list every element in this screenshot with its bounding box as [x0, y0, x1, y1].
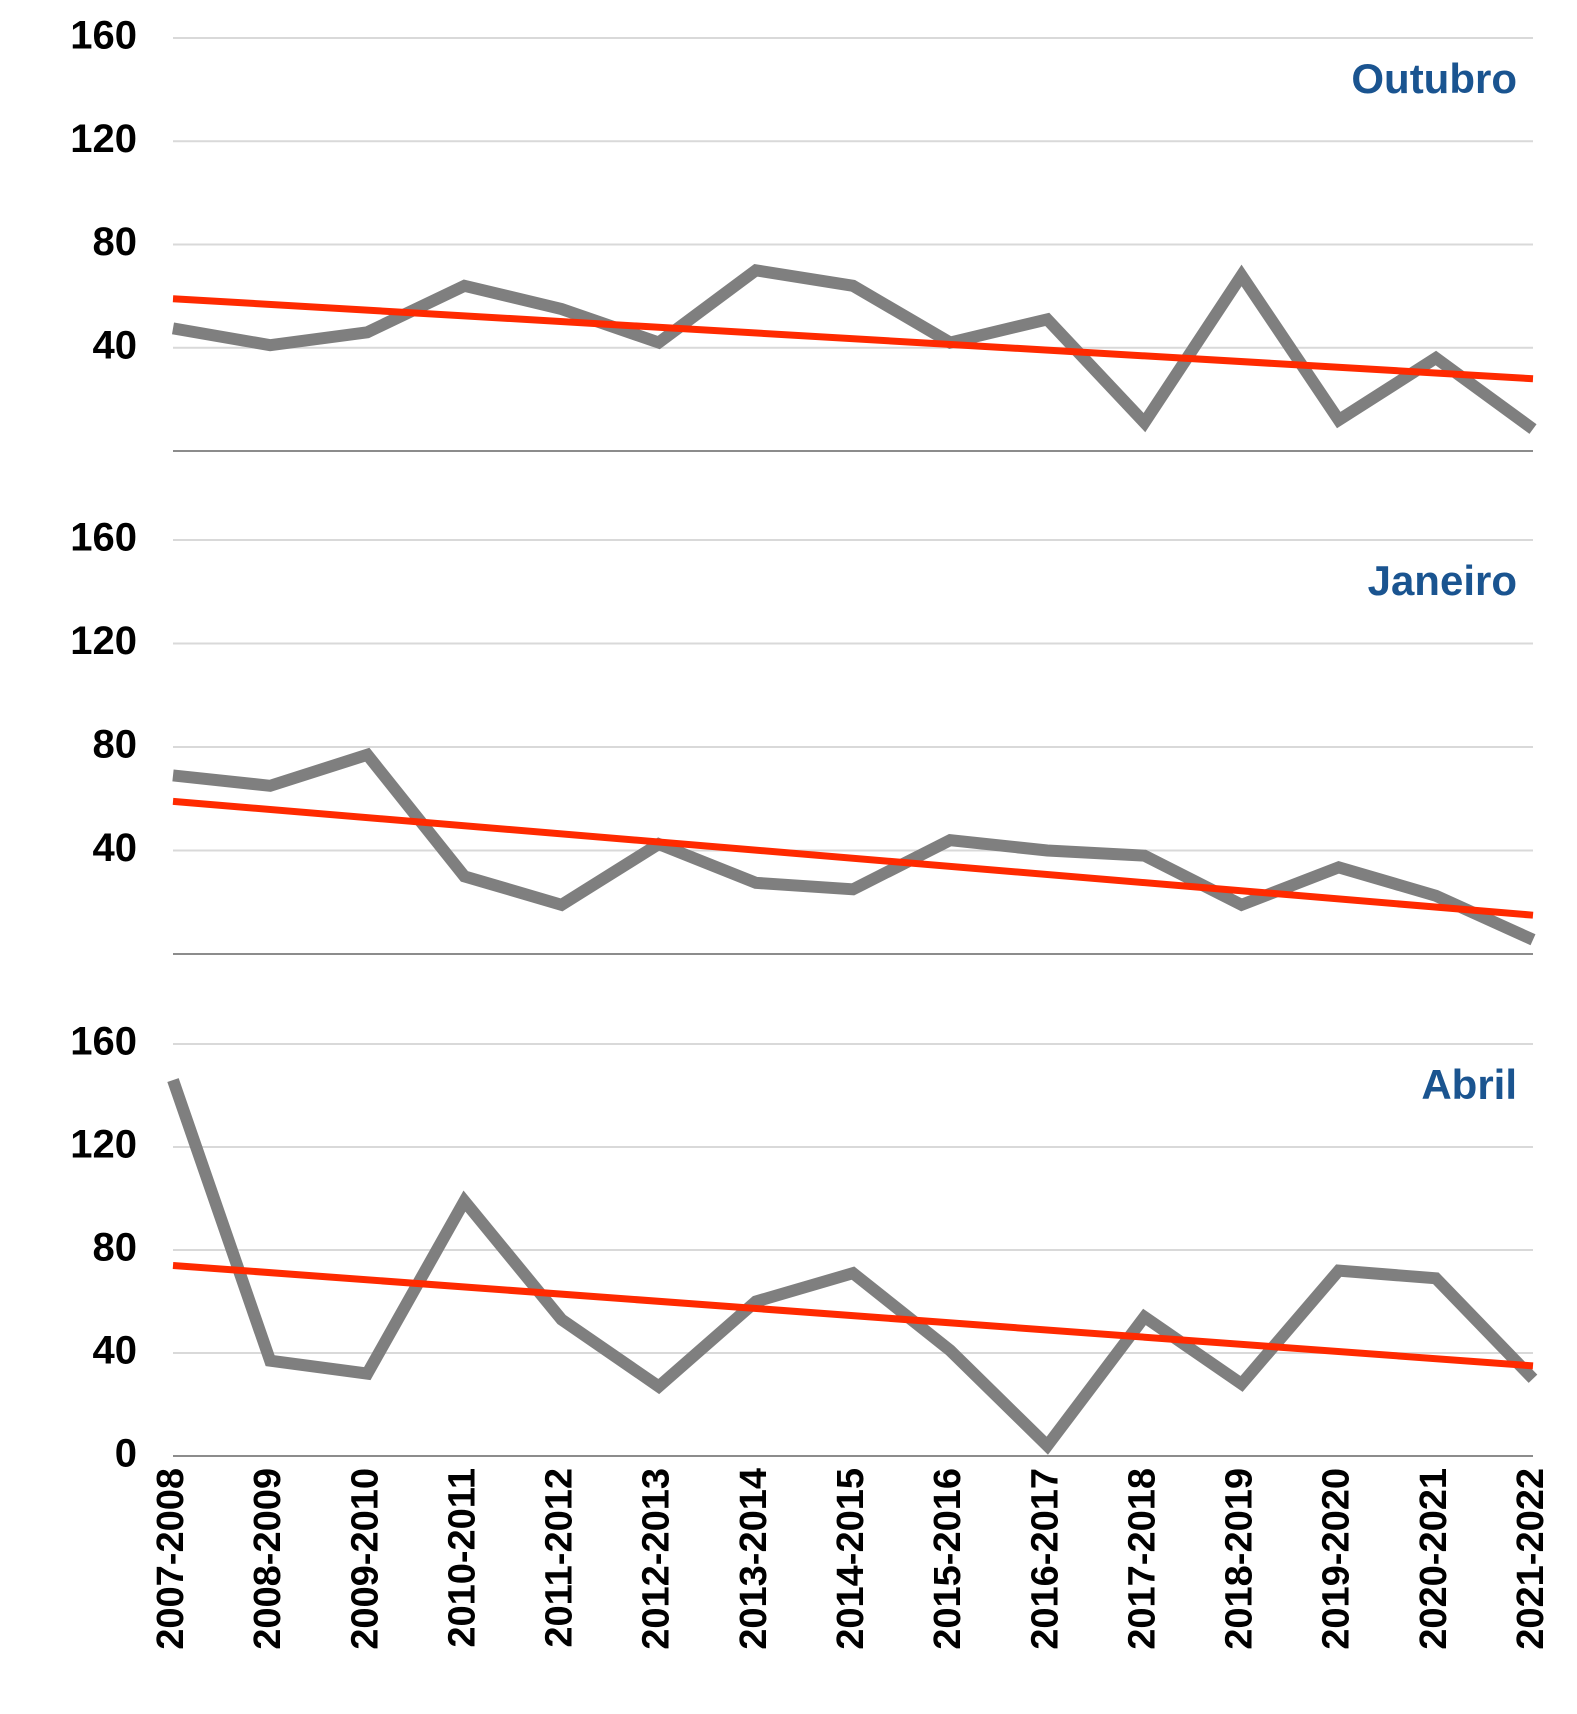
- y-tick-label: 80: [93, 723, 138, 767]
- trend-line: [172, 797, 1534, 919]
- x-tick-label: 2007-2008: [150, 1468, 192, 1650]
- y-tick-label: 120: [70, 117, 137, 161]
- y-tick-label: 160: [70, 14, 137, 58]
- y-tick-label: 40: [93, 826, 138, 870]
- x-tick-label: 2012-2013: [636, 1468, 678, 1650]
- y-tick-label: 160: [70, 516, 137, 560]
- x-tick-label: 2008-2009: [247, 1468, 289, 1650]
- trend-line: [172, 295, 1534, 383]
- y-tick-label: 80: [93, 1226, 138, 1270]
- y-tick-label: 80: [93, 220, 138, 264]
- trend-line: [172, 1261, 1534, 1370]
- y-tick-label: 160: [70, 1020, 137, 1064]
- panel-label: Outubro: [1351, 55, 1517, 102]
- x-tick-label: 2011-2012: [539, 1468, 581, 1648]
- x-tick-label: 2020-2021: [1413, 1468, 1455, 1650]
- x-tick-label: 2014-2015: [830, 1468, 872, 1650]
- y-tick-label: 0: [115, 1432, 137, 1476]
- x-tick-label: 2017-2018: [1121, 1468, 1163, 1650]
- x-tick-label: 2010-2011: [441, 1468, 483, 1648]
- data-line: [172, 747, 1536, 946]
- panel-label: Janeiro: [1368, 557, 1517, 604]
- y-tick-label: 40: [93, 323, 138, 367]
- panel-label: Abril: [1421, 1061, 1517, 1108]
- y-tick-label: 120: [70, 619, 137, 663]
- data-line: [167, 1078, 1538, 1455]
- y-tick-label: 40: [93, 1329, 138, 1373]
- x-tick-label: 2019-2020: [1316, 1468, 1358, 1650]
- x-tick-label: 2009-2010: [344, 1468, 386, 1650]
- x-tick-label: 2016-2017: [1024, 1468, 1066, 1650]
- data-line: [171, 263, 1537, 434]
- y-tick-label: 120: [70, 1123, 137, 1167]
- x-tick-label: 2015-2016: [927, 1468, 969, 1650]
- x-tick-label: 2013-2014: [733, 1468, 775, 1650]
- x-tick-label: 2021-2022: [1510, 1468, 1552, 1650]
- x-tick-label: 2018-2019: [1219, 1468, 1261, 1650]
